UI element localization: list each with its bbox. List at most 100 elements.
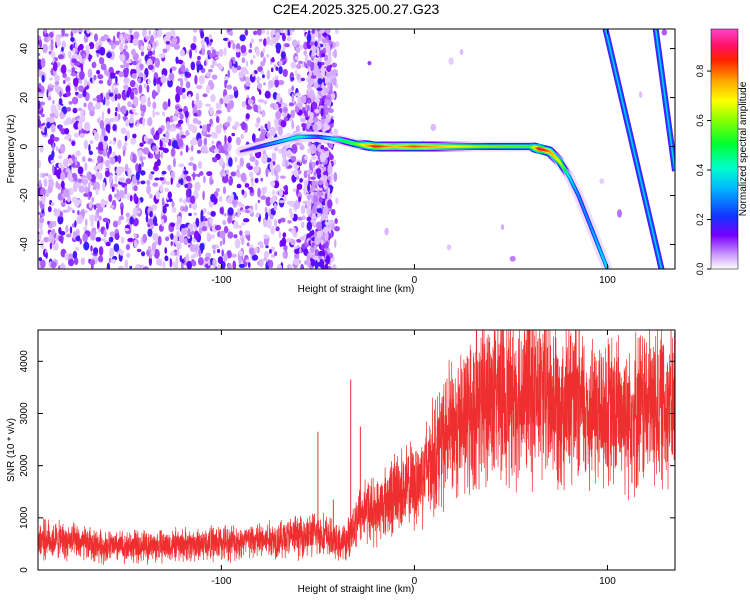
noise-speckle bbox=[38, 159, 42, 168]
noise-speckle bbox=[167, 164, 172, 171]
noise-speckle bbox=[198, 226, 203, 235]
noise-speckle bbox=[210, 131, 217, 138]
noise-speckle bbox=[299, 144, 305, 151]
noise-speckle bbox=[280, 51, 286, 60]
noise-speckle bbox=[251, 254, 259, 261]
noise-speckle bbox=[194, 181, 201, 192]
noise-speckle bbox=[203, 60, 207, 67]
noise-speckle bbox=[274, 78, 280, 88]
noise-speckle bbox=[334, 218, 338, 224]
noise-speckle bbox=[315, 160, 319, 166]
noise-speckle bbox=[86, 29, 91, 35]
noise-speckle bbox=[180, 134, 187, 139]
noise-speckle bbox=[226, 84, 233, 90]
noise-speckle bbox=[83, 78, 88, 87]
noise-speckle bbox=[118, 189, 125, 198]
noise-speckle bbox=[185, 81, 191, 89]
noise-speckle bbox=[332, 69, 338, 74]
noise-speckle bbox=[179, 197, 183, 203]
colorbar-tick-label: 0.4 bbox=[695, 164, 705, 177]
spectrogram-xtick-label: 0 bbox=[412, 275, 418, 286]
noise-speckle bbox=[152, 182, 159, 187]
noise-speckle bbox=[105, 123, 111, 133]
noise-speckle bbox=[240, 66, 248, 73]
noise-speckle bbox=[307, 183, 311, 192]
noise-speckle bbox=[263, 250, 269, 259]
noise-speckle bbox=[42, 43, 48, 54]
noise-speckle bbox=[148, 256, 153, 266]
noise-speckle bbox=[91, 105, 96, 112]
noise-speckle bbox=[326, 176, 332, 180]
noise-speckle bbox=[270, 225, 276, 235]
noise-speckle bbox=[316, 230, 322, 238]
noise-speckle bbox=[209, 39, 214, 43]
noise-speckle bbox=[167, 181, 171, 186]
noise-speckle bbox=[189, 203, 192, 209]
noise-speckle bbox=[93, 165, 98, 172]
noise-speckle bbox=[129, 265, 133, 269]
noise-speckle bbox=[299, 236, 305, 241]
noise-speckle bbox=[209, 218, 214, 224]
noise-speckle bbox=[171, 206, 177, 213]
noise-speckle bbox=[190, 43, 197, 51]
noise-speckle bbox=[180, 223, 187, 229]
noise-speckle bbox=[151, 127, 155, 137]
noise-speckle bbox=[304, 260, 307, 265]
snr-ytick-label: 3000 bbox=[19, 402, 30, 425]
noise-speckle bbox=[252, 30, 258, 36]
noise-speckle bbox=[126, 192, 130, 201]
noise-speckle bbox=[142, 29, 147, 38]
noise-speckle bbox=[251, 72, 255, 77]
noise-speckle bbox=[253, 104, 259, 113]
noise-speckle bbox=[334, 238, 337, 249]
noise-speckle bbox=[103, 135, 108, 142]
noise-speckle bbox=[333, 172, 338, 182]
noise-speckle bbox=[61, 202, 66, 208]
noise-speckle bbox=[152, 49, 156, 56]
noise-speckle bbox=[105, 221, 109, 230]
noise-speckle bbox=[177, 108, 183, 112]
noise-speckle bbox=[309, 112, 314, 120]
noise-speckle bbox=[108, 194, 113, 203]
noise-speckle bbox=[119, 53, 126, 62]
noise-speckle bbox=[114, 111, 118, 117]
noise-speckle bbox=[232, 42, 236, 50]
spectrogram-ylabel: Frequency (Hz) bbox=[6, 115, 17, 184]
noise-speckle bbox=[99, 119, 105, 130]
noise-speckle bbox=[109, 72, 116, 77]
noise-speckle bbox=[199, 242, 205, 251]
noise-speckle bbox=[231, 132, 236, 137]
noise-speckle bbox=[249, 42, 253, 49]
noise-speckle bbox=[367, 60, 372, 66]
noise-speckle bbox=[55, 146, 59, 152]
noise-speckle bbox=[130, 137, 137, 145]
noise-speckle bbox=[240, 44, 247, 54]
noise-speckle bbox=[68, 101, 73, 105]
noise-speckle bbox=[188, 162, 194, 166]
noise-speckle bbox=[132, 60, 138, 66]
noise-speckle bbox=[143, 135, 148, 142]
noise-speckle bbox=[241, 121, 246, 131]
noise-speckle bbox=[180, 77, 184, 88]
noise-speckle bbox=[176, 230, 180, 238]
noise-speckle bbox=[270, 67, 274, 73]
noise-speckle bbox=[325, 182, 329, 187]
noise-speckle bbox=[191, 136, 198, 146]
noise-speckle bbox=[140, 45, 145, 52]
noise-speckle bbox=[290, 155, 297, 161]
noise-speckle bbox=[253, 165, 260, 174]
noise-speckle bbox=[215, 116, 220, 124]
noise-speckle bbox=[170, 233, 174, 240]
noise-speckle bbox=[48, 84, 55, 89]
noise-speckle bbox=[300, 117, 306, 123]
noise-speckle bbox=[58, 235, 64, 243]
noise-speckle bbox=[277, 79, 285, 86]
noise-speckle bbox=[50, 235, 55, 245]
noise-speckle bbox=[321, 38, 328, 44]
noise-speckle bbox=[237, 171, 241, 178]
noise-speckle bbox=[192, 117, 199, 124]
noise-speckle bbox=[70, 72, 77, 77]
noise-speckle bbox=[321, 200, 325, 206]
noise-speckle bbox=[257, 83, 263, 90]
noise-speckle bbox=[177, 59, 184, 65]
